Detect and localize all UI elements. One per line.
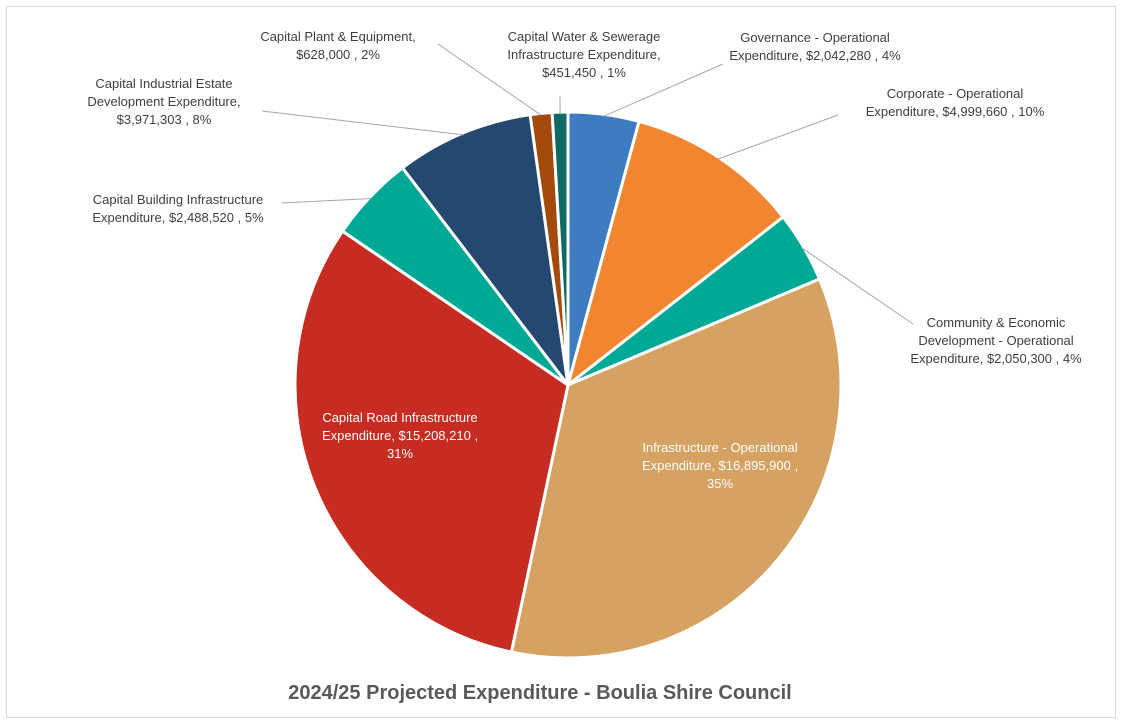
slice-label-corporate-operational-expenditure: Corporate - Operational Expenditure, $4,9… [866,86,1045,119]
slice-label-governance-operational-expenditure: Governance - Operational Expenditure, $2,… [729,30,901,63]
slice-label-line: Expenditure, $2,488,520 , 5% [92,210,264,225]
slice-label-line: Capital Water & Sewerage [508,29,661,44]
slice-label-line: Development Expenditure, [87,94,240,109]
slice-label-capital-industrial-estate-development-expenditure: Capital Industrial Estate Development Exp… [87,76,240,127]
slice-label-capital-building-infrastructure-expenditure: Capital Building Infrastructure Expenditu… [92,192,264,225]
slice-label-line: Expenditure, $2,050,300 , 4% [910,351,1082,366]
chart-title: 2024/25 Projected Expenditure - Boulia S… [288,682,791,704]
slice-label-line: Governance - Operational [740,30,890,45]
slice-label-line: Capital Building Infrastructure [93,192,264,207]
slice-label-line: Capital Road Infrastructure [322,410,477,425]
slice-label-line: 31% [387,446,413,461]
slice-label-line: $3,971,303 , 8% [117,112,212,127]
pie-slices [295,112,841,658]
slice-label-line: Expenditure, $15,208,210 , [322,428,478,443]
slice-label-community-and-economic-development-operational-expenditure: Community & Economic Development - Operat… [910,315,1082,366]
slice-label-line: $628,000 , 2% [296,47,380,62]
slice-label-line: Infrastructure Expenditure, [507,47,660,62]
leader-line-capital-industrial-estate-development-expenditure [262,111,464,135]
slice-label-capital-water-and-sewerage-infrastructure-expenditure: Capital Water & Sewerage Infrastructure E… [507,29,660,80]
slice-label-line: 35% [707,476,733,491]
slice-label-line: Capital Industrial Estate [95,76,232,91]
slice-label-line: Community & Economic [927,315,1066,330]
slice-label-line: Capital Plant & Equipment, [260,29,415,44]
leader-line-corporate-operational-expenditure [718,115,838,159]
slice-label-line: Development - Operational [918,333,1073,348]
slice-label-line: Corporate - Operational [887,86,1024,101]
slice-label-line: Infrastructure - Operational [642,440,797,455]
slice-label-line: Expenditure, $2,042,280 , 4% [729,48,901,63]
slice-label-line: Expenditure, $16,895,900 , [642,458,798,473]
slice-label-capital-plant-and-equipment: Capital Plant & Equipment, $628,000 , 2% [260,29,415,62]
slice-label-line: Expenditure, $4,999,660 , 10% [866,104,1045,119]
slice-label-line: $451,450 , 1% [542,65,626,80]
leader-line-capital-building-infrastructure-expenditure [282,198,371,203]
